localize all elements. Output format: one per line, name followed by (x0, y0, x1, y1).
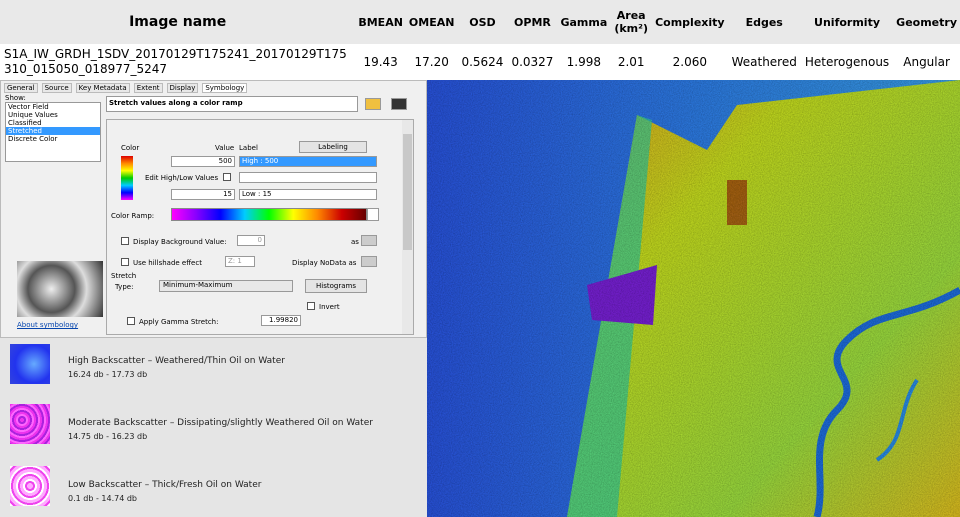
legend: High Backscatter – Weathered/Thin Oil on… (0, 338, 427, 517)
labeling-button[interactable]: Labeling (299, 141, 367, 153)
legend-title: Moderate Backscatter – Dissipating/sligh… (68, 418, 373, 428)
cell: 17.20 (406, 44, 458, 80)
legend-range: 0.1 db - 14.74 db (68, 494, 137, 503)
show-item[interactable]: Classified (6, 119, 100, 127)
color-ramp-select[interactable] (171, 208, 367, 221)
invert-label: Invert (319, 303, 340, 311)
legend-range: 16.24 db - 17.73 db (68, 370, 147, 379)
tab[interactable]: General (4, 83, 38, 93)
structures (727, 180, 747, 225)
value-label: Value (215, 144, 234, 152)
header-cell: Edges (728, 0, 801, 44)
background-label: Display Background Value: (133, 238, 227, 246)
as-label: as (351, 238, 359, 246)
blank-input[interactable] (239, 172, 377, 183)
header-row: Image name BMEAN OMEAN OSD OPMR Gamma Ar… (0, 0, 960, 44)
thumbnail (17, 261, 103, 317)
bg-color-picker[interactable] (361, 235, 377, 246)
settings-panel: Color Value Label Labeling 500 High : 50… (106, 119, 414, 335)
header-cell: Complexity (652, 0, 728, 44)
page: Image name BMEAN OMEAN OSD OPMR Gamma Ar… (0, 0, 960, 517)
stats-table: Image name BMEAN OMEAN OSD OPMR Gamma Ar… (0, 0, 960, 80)
scroll-thumb[interactable] (403, 134, 412, 250)
histograms-button[interactable]: Histograms (305, 279, 367, 293)
background-input[interactable]: 0 (237, 235, 265, 246)
show-item[interactable]: Stretched (6, 127, 100, 135)
legend-range: 14.75 db - 16.23 db (68, 432, 147, 441)
cell: 19.43 (355, 44, 406, 80)
type-select[interactable]: Minimum-Maximum (159, 280, 293, 292)
tab[interactable]: Key Metadata (76, 83, 130, 93)
low-label-input[interactable]: Low : 15 (239, 189, 377, 200)
color-label: Color (121, 144, 139, 152)
legend-swatch (10, 344, 50, 384)
header-cell: Uniformity (801, 0, 893, 44)
image-layers (427, 80, 960, 517)
legend-title: High Backscatter – Weathered/Thin Oil on… (68, 356, 285, 366)
high-label-input[interactable]: High : 500 (239, 156, 377, 167)
low-value-input[interactable]: 15 (171, 189, 235, 200)
gamma-label: Apply Gamma Stretch: (139, 318, 218, 326)
cell: Weathered (728, 44, 801, 80)
label-label: Label (239, 144, 258, 152)
invert-checkbox[interactable] (307, 302, 315, 310)
about-link[interactable]: About symbology (17, 321, 78, 329)
gamma-input[interactable]: 1.99820 (261, 315, 301, 326)
header-cell: OSD (457, 0, 507, 44)
cell: Heterogenous (801, 44, 893, 80)
tab[interactable]: Display (167, 83, 199, 93)
nodata-label: Display NoData as (292, 259, 356, 267)
show-item[interactable]: Vector Field (6, 103, 100, 111)
cell: 1.998 (557, 44, 610, 80)
header-cell: Geometry (893, 0, 960, 44)
header-cell: OMEAN (406, 0, 458, 44)
hillshade-label: Use hillshade effect (133, 259, 202, 267)
show-item[interactable]: Discrete Color (6, 135, 100, 143)
background-checkbox[interactable] (121, 237, 129, 245)
header-box: Stretch values along a color ramp (106, 96, 358, 112)
show-item[interactable]: Unique Values (6, 111, 100, 119)
header-cell: Image name (0, 0, 355, 44)
sar-image (427, 80, 960, 517)
cell: S1A_IW_GRDH_1SDV_20170129T175241_2017012… (0, 44, 355, 80)
header-cell: OPMR (507, 0, 557, 44)
color-ramp-swatch (121, 156, 133, 200)
edit-high-low-checkbox[interactable] (223, 173, 231, 181)
show-label: Show: (5, 94, 26, 102)
stretch-label: Stretch (111, 272, 136, 280)
nodata-color-picker[interactable] (361, 256, 377, 267)
cell: 0.5624 (457, 44, 507, 80)
tab[interactable]: Symbology (202, 83, 247, 93)
tab[interactable]: Extent (134, 83, 163, 93)
cell: 0.0327 (507, 44, 557, 80)
legend-swatch (10, 466, 50, 506)
header-cell: Area (km²) (610, 0, 652, 44)
save-button[interactable] (391, 98, 407, 110)
header-cell: BMEAN (355, 0, 406, 44)
high-value-input[interactable]: 500 (171, 156, 235, 167)
gamma-checkbox[interactable] (127, 317, 135, 325)
hillshade-checkbox[interactable] (121, 258, 129, 266)
color-ramp-label: Color Ramp: (111, 212, 154, 220)
open-button[interactable] (365, 98, 381, 110)
cell: Angular (893, 44, 960, 80)
type-label: Type: (115, 283, 133, 291)
legend-title: Low Backscatter – Thick/Fresh Oil on Wat… (68, 480, 261, 490)
cell: 2.01 (610, 44, 652, 80)
data-row: S1A_IW_GRDH_1SDV_20170129T175241_2017012… (0, 44, 960, 80)
scrollbar[interactable] (402, 120, 413, 334)
edit-high-low-label: Edit High/Low Values (145, 174, 218, 182)
cell: 2.060 (652, 44, 728, 80)
ramp-dropdown[interactable] (367, 208, 379, 221)
z-input[interactable]: Z: 1 (225, 256, 255, 267)
tab[interactable]: Source (42, 83, 72, 93)
header-cell: Gamma (557, 0, 610, 44)
legend-swatch (10, 404, 50, 444)
